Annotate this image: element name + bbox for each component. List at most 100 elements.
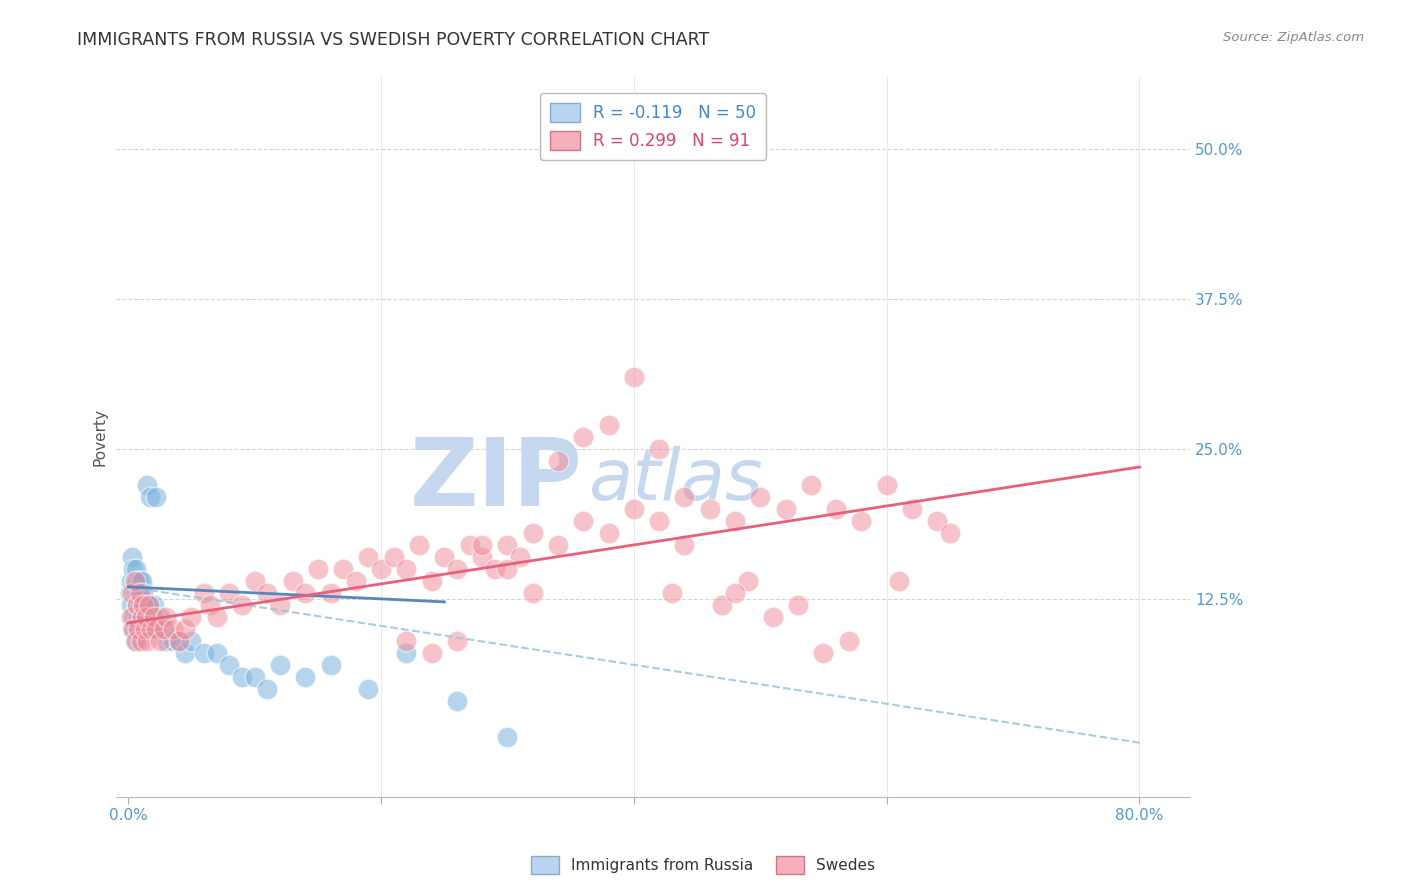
- Point: [142, 610, 165, 624]
- Point: [648, 442, 671, 456]
- Point: [127, 610, 149, 624]
- Point: [131, 574, 153, 588]
- Point: [162, 633, 184, 648]
- Point: [131, 598, 153, 612]
- Point: [724, 514, 747, 528]
- Point: [205, 646, 228, 660]
- Point: [142, 598, 165, 612]
- Point: [522, 525, 544, 540]
- Point: [200, 598, 222, 612]
- Point: [125, 562, 148, 576]
- Point: [120, 610, 142, 624]
- Point: [927, 514, 949, 528]
- Point: [127, 598, 149, 612]
- Point: [294, 670, 316, 684]
- Point: [458, 538, 481, 552]
- Point: [129, 633, 152, 648]
- Point: [294, 586, 316, 600]
- Text: atlas: atlas: [588, 446, 763, 515]
- Legend: Immigrants from Russia, Swedes: Immigrants from Russia, Swedes: [524, 850, 882, 880]
- Point: [138, 598, 160, 612]
- Point: [939, 525, 962, 540]
- Point: [180, 610, 202, 624]
- Point: [155, 633, 177, 648]
- Point: [136, 633, 159, 648]
- Point: [218, 586, 240, 600]
- Point: [446, 562, 468, 576]
- Point: [838, 633, 860, 648]
- Point: [737, 574, 759, 588]
- Point: [155, 610, 177, 624]
- Point: [572, 514, 595, 528]
- Point: [129, 586, 152, 600]
- Point: [243, 670, 266, 684]
- Point: [174, 622, 197, 636]
- Point: [139, 490, 162, 504]
- Point: [724, 586, 747, 600]
- Point: [395, 646, 418, 660]
- Point: [496, 730, 519, 744]
- Point: [749, 490, 772, 504]
- Point: [382, 549, 405, 564]
- Point: [127, 598, 149, 612]
- Point: [162, 622, 184, 636]
- Point: [711, 598, 734, 612]
- Point: [572, 430, 595, 444]
- Point: [395, 633, 418, 648]
- Point: [193, 646, 215, 660]
- Point: [124, 633, 146, 648]
- Point: [471, 538, 494, 552]
- Point: [648, 514, 671, 528]
- Point: [547, 454, 569, 468]
- Point: [420, 646, 443, 660]
- Point: [122, 610, 145, 624]
- Point: [243, 574, 266, 588]
- Point: [218, 657, 240, 672]
- Point: [132, 598, 155, 612]
- Point: [125, 633, 148, 648]
- Point: [357, 681, 380, 696]
- Point: [344, 574, 367, 588]
- Text: IMMIGRANTS FROM RUSSIA VS SWEDISH POVERTY CORRELATION CHART: IMMIGRANTS FROM RUSSIA VS SWEDISH POVERT…: [77, 31, 710, 49]
- Point: [231, 670, 253, 684]
- Point: [319, 586, 342, 600]
- Point: [174, 646, 197, 660]
- Point: [269, 657, 291, 672]
- Point: [121, 622, 143, 636]
- Point: [281, 574, 304, 588]
- Text: ZIP: ZIP: [411, 434, 583, 526]
- Point: [307, 562, 329, 576]
- Point: [128, 598, 150, 612]
- Point: [547, 538, 569, 552]
- Point: [901, 502, 924, 516]
- Point: [139, 622, 162, 636]
- Point: [800, 478, 823, 492]
- Point: [332, 562, 354, 576]
- Point: [134, 622, 156, 636]
- Point: [132, 586, 155, 600]
- Point: [623, 370, 645, 384]
- Point: [813, 646, 835, 660]
- Point: [118, 586, 141, 600]
- Point: [152, 622, 174, 636]
- Point: [269, 598, 291, 612]
- Point: [370, 562, 392, 576]
- Point: [522, 586, 544, 600]
- Point: [775, 502, 797, 516]
- Point: [134, 598, 156, 612]
- Point: [127, 622, 149, 636]
- Point: [851, 514, 873, 528]
- Point: [598, 525, 620, 540]
- Point: [319, 657, 342, 672]
- Point: [149, 633, 172, 648]
- Point: [205, 610, 228, 624]
- Point: [889, 574, 911, 588]
- Point: [120, 574, 142, 588]
- Point: [787, 598, 810, 612]
- Y-axis label: Poverty: Poverty: [93, 408, 107, 466]
- Point: [120, 598, 142, 612]
- Point: [131, 610, 153, 624]
- Point: [149, 610, 172, 624]
- Point: [509, 549, 531, 564]
- Point: [433, 549, 456, 564]
